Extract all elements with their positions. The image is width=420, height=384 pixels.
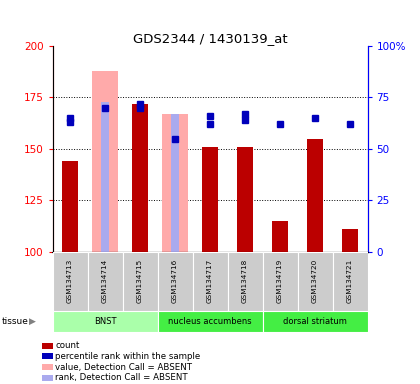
FancyBboxPatch shape [297,252,333,311]
Bar [132,104,148,252]
FancyBboxPatch shape [87,252,123,311]
FancyBboxPatch shape [333,252,368,311]
Text: BNST: BNST [94,317,116,326]
Text: GSM134714: GSM134714 [102,259,108,303]
Bar [101,101,109,252]
FancyBboxPatch shape [262,311,368,332]
FancyBboxPatch shape [228,252,262,311]
Bar [237,147,253,252]
Bar [62,161,78,252]
Text: percentile rank within the sample: percentile rank within the sample [55,352,201,361]
Text: tissue: tissue [2,317,29,326]
FancyBboxPatch shape [262,252,297,311]
FancyBboxPatch shape [52,311,158,332]
FancyBboxPatch shape [158,311,262,332]
Text: nucleus accumbens: nucleus accumbens [168,317,252,326]
Text: GSM134715: GSM134715 [137,259,143,303]
FancyBboxPatch shape [192,252,228,311]
Bar [163,114,188,252]
Bar [171,114,179,252]
Text: value, Detection Call = ABSENT: value, Detection Call = ABSENT [55,362,192,372]
FancyBboxPatch shape [158,252,192,311]
FancyBboxPatch shape [123,252,158,311]
Text: GSM134716: GSM134716 [172,259,178,303]
Title: GDS2344 / 1430139_at: GDS2344 / 1430139_at [133,32,287,45]
Text: GSM134721: GSM134721 [347,259,353,303]
Bar [307,139,323,252]
Text: dorsal striatum: dorsal striatum [283,317,347,326]
Text: rank, Detection Call = ABSENT: rank, Detection Call = ABSENT [55,373,188,382]
Bar [92,71,118,252]
Text: count: count [55,341,80,350]
Text: ▶: ▶ [29,317,35,326]
Bar [342,229,358,252]
Text: GSM134720: GSM134720 [312,259,318,303]
Text: GSM134719: GSM134719 [277,259,283,303]
FancyBboxPatch shape [52,252,87,311]
Text: GSM134713: GSM134713 [67,259,73,303]
Bar [202,147,218,252]
Text: GSM134717: GSM134717 [207,259,213,303]
Bar [272,221,288,252]
Text: GSM134718: GSM134718 [242,259,248,303]
